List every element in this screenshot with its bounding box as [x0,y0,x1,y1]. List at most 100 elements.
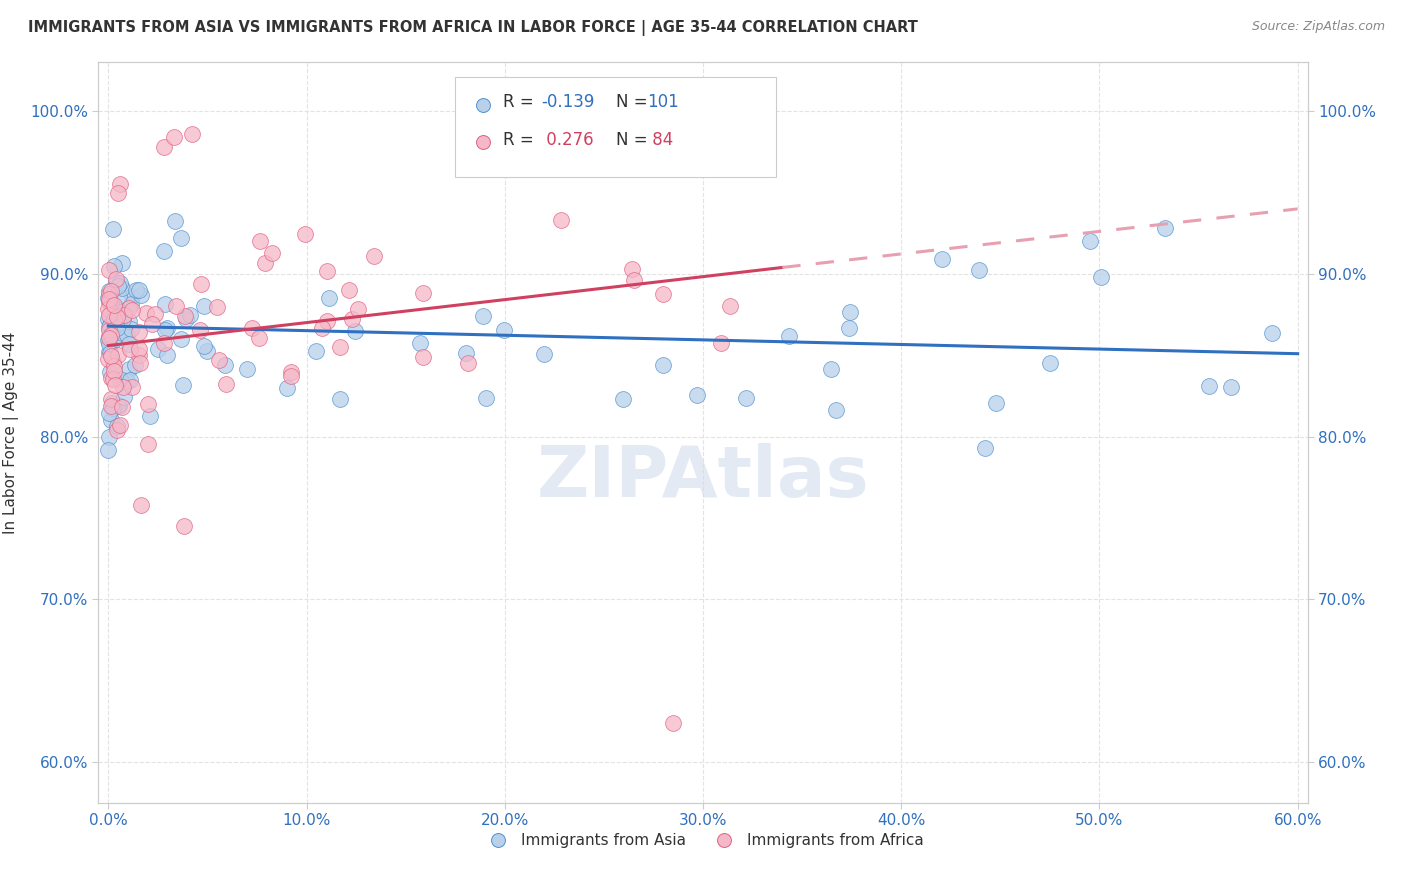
Y-axis label: In Labor Force | Age 35-44: In Labor Force | Age 35-44 [3,332,18,533]
Point [136,397,159,411]
Text: 0.276: 0.276 [541,131,593,149]
Point [97,442,120,457]
Point [188,323,211,337]
Point [165,299,187,313]
Point [108,418,131,433]
Point [97,333,120,347]
Point [193,339,215,353]
Point [153,244,176,259]
Text: R =: R = [503,94,540,112]
Point [623,273,645,287]
Point [550,212,572,227]
Point [97,301,120,316]
Point [128,325,150,339]
Point [98,263,121,277]
Point [153,335,176,350]
Text: R =: R = [503,131,540,149]
Point [98,406,121,420]
Point [190,277,212,291]
Point [124,358,146,372]
Point [208,352,231,367]
Point [128,284,150,298]
Point [121,288,143,302]
Point [247,331,270,345]
Point [100,296,122,310]
Point [304,344,326,359]
Point [108,372,131,386]
Point [103,298,125,312]
Point [108,178,131,192]
Point [103,312,125,326]
Point [103,259,125,273]
Point [104,378,127,392]
Point [97,323,120,337]
Point [984,396,1007,410]
Point [180,127,202,141]
Point [240,321,263,335]
Point [710,336,733,351]
Point [110,276,132,290]
Point [143,307,166,321]
Point [318,291,340,305]
Text: N =: N = [616,94,652,112]
Point [97,344,120,359]
Point [100,413,122,427]
Point [105,310,128,325]
Point [193,299,215,313]
Point [214,358,236,372]
Point [165,213,187,227]
Point [112,308,135,322]
Point [276,381,298,395]
Point [174,312,197,326]
Point [103,372,125,386]
Point [98,330,121,344]
Point [778,329,800,343]
Point [105,423,128,437]
Point [107,399,129,413]
Point [839,304,862,318]
Point [363,249,385,263]
Text: -0.139: -0.139 [541,94,595,112]
Point [100,399,122,413]
Point [120,297,142,311]
Point [115,328,138,343]
Point [838,320,860,334]
Point [129,288,152,302]
Point [280,369,302,384]
Point [215,377,238,392]
Point [105,301,128,316]
Point [111,281,134,295]
Point [172,377,194,392]
Point [456,345,478,359]
Text: IMMIGRANTS FROM ASIA VS IMMIGRANTS FROM AFRICA IN LABOR FORCE | AGE 35-44 CORREL: IMMIGRANTS FROM ASIA VS IMMIGRANTS FROM … [28,20,918,36]
Point [111,401,134,415]
Point [651,358,673,372]
Point [412,351,434,365]
Point [1261,326,1284,340]
Point [100,392,122,406]
Point [343,324,366,338]
Point [169,231,191,245]
Point [718,299,741,313]
Point [103,401,125,415]
Point [104,272,127,286]
Point [254,256,277,270]
FancyBboxPatch shape [456,78,776,178]
Point [100,327,122,342]
Point [97,351,120,366]
Point [100,349,122,363]
Point [103,364,125,378]
Point [100,370,122,384]
Point [98,365,121,379]
Point [179,308,201,322]
Point [471,310,494,324]
Point [118,373,141,387]
Point [131,498,153,512]
Point [118,301,141,316]
Point [311,321,333,335]
Point [280,365,302,379]
Point [236,362,259,376]
Point [153,323,176,337]
Point [111,256,134,270]
Point [107,348,129,362]
